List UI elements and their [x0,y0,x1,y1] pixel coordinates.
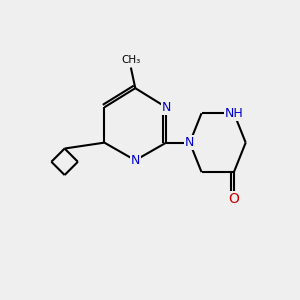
Text: N: N [161,101,171,114]
Text: N: N [185,136,194,149]
Text: O: O [229,193,239,206]
Text: N: N [130,154,140,167]
Text: CH₃: CH₃ [121,55,140,64]
Text: NH: NH [224,107,243,120]
